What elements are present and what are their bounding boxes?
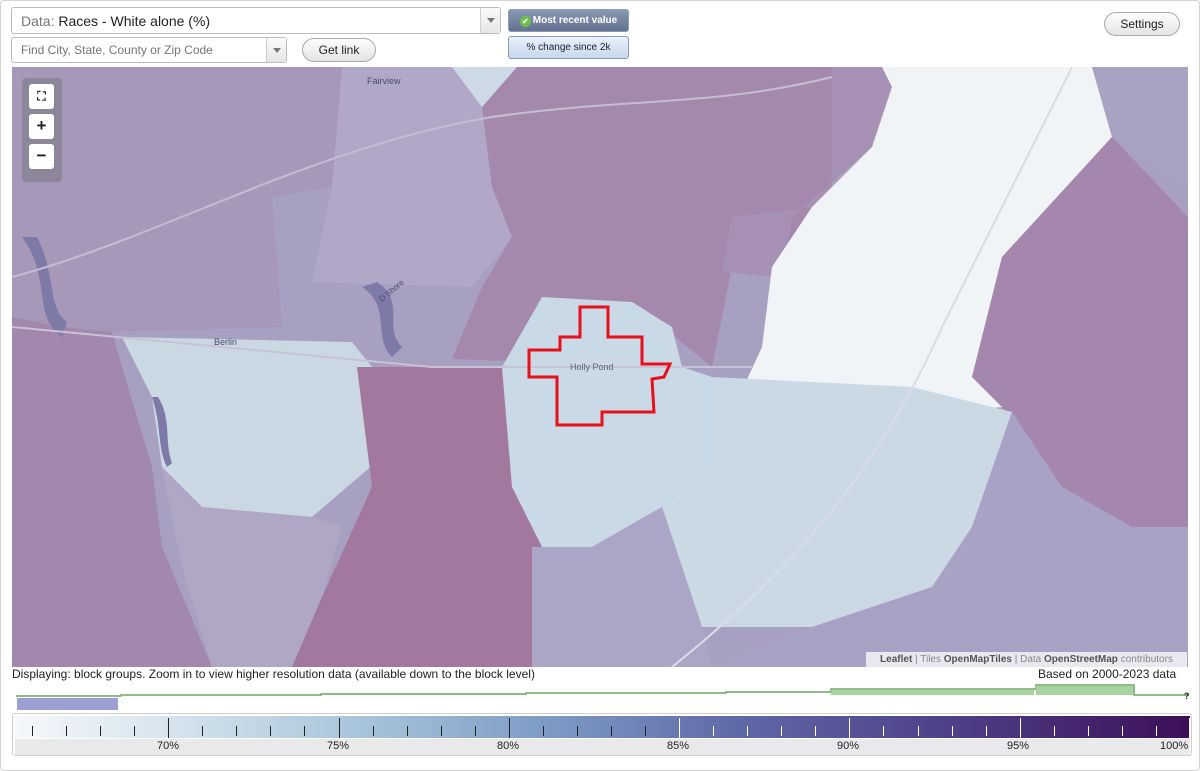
tract [502, 297, 722, 547]
tract [1092, 67, 1188, 187]
legend-major-tick [338, 718, 340, 738]
legend-minor-tick [781, 726, 783, 736]
get-link-button[interactable]: Get link [302, 38, 376, 62]
zoom-in-button[interactable]: + [29, 114, 54, 139]
legend-minor-tick [883, 726, 885, 736]
tract [662, 377, 1012, 627]
legend-major-tick [168, 718, 170, 738]
legend-labels: 70% 75% 80% 85% 90% 95% 100% [15, 739, 1190, 755]
percent-change-toggle[interactable]: % change since 2k [508, 36, 629, 59]
fullscreen-icon[interactable]: ⛶ [29, 84, 54, 109]
holly-pond-boundary [527, 305, 673, 427]
check-icon: ✔ [519, 16, 531, 27]
based-on-text: Based on 2000-2023 data [1038, 667, 1177, 681]
legend-minor-tick [747, 726, 749, 736]
lake [152, 397, 172, 467]
tract [452, 67, 832, 367]
map-attribution: Leaflet | Tiles OpenMapTiles | Data Open… [866, 652, 1187, 667]
legend-minor-tick [1087, 726, 1089, 736]
legend-minor-tick [100, 726, 102, 736]
legend-minor-tick [32, 726, 34, 736]
lake [22, 237, 67, 337]
tract [712, 412, 1188, 667]
legend-gradient [15, 716, 1190, 738]
tract [162, 467, 342, 667]
location-search-input[interactable] [11, 37, 287, 63]
attribution-text: | Tiles [912, 654, 944, 665]
place-label-berlin: Berlin [214, 337, 237, 347]
legend-minor-tick [951, 726, 953, 736]
legend-minor-tick [406, 726, 408, 736]
legend-minor-tick [304, 726, 306, 736]
legend-minor-tick [542, 726, 544, 736]
legend-minor-tick [645, 726, 647, 736]
displaying-text: Displaying: block groups. Zoom in to vie… [12, 667, 535, 681]
distribution-line [16, 684, 1189, 697]
attribution-text: | Data [1011, 654, 1045, 665]
data-select-prefix: Data: [21, 13, 55, 29]
road [12, 326, 752, 368]
legend-minor-tick [917, 726, 919, 736]
most-recent-value-label: Most recent value [532, 15, 618, 26]
legend-minor-tick [134, 726, 136, 736]
legend-label: 70% [157, 740, 180, 752]
road [12, 76, 833, 278]
map-view[interactable]: Fairview Berlin Holly Pond D Shore [12, 67, 1188, 667]
legend-label: 80% [497, 740, 520, 752]
legend-minor-tick [66, 726, 68, 736]
legend-minor-tick [474, 726, 476, 736]
data-select[interactable]: Data: Races - White alone (%) [11, 7, 501, 34]
legend-minor-tick [713, 726, 715, 736]
distribution-bar[interactable]: ? [16, 683, 1191, 711]
tract [122, 337, 382, 517]
tract [12, 67, 342, 332]
openmaptiles-link[interactable]: OpenMapTiles [943, 654, 1012, 665]
leaflet-link[interactable]: Leaflet [880, 654, 913, 665]
road [671, 67, 1073, 667]
legend-major-tick [849, 718, 851, 738]
legend-minor-tick [440, 726, 442, 736]
place-label-fairview: Fairview [367, 76, 401, 86]
tract [292, 367, 542, 667]
chevron-down-icon[interactable] [480, 8, 500, 33]
legend-minor-tick [1053, 726, 1055, 736]
legend-minor-tick [1121, 726, 1123, 736]
legend-minor-tick [236, 726, 238, 736]
settings-button[interactable]: Settings [1104, 12, 1180, 36]
legend-minor-tick [611, 726, 612, 736]
tract [12, 317, 212, 667]
lake [362, 282, 402, 357]
legend-label: 100% [1160, 740, 1189, 752]
legend-minor-tick [372, 726, 374, 736]
legend-minor-tick [985, 726, 987, 736]
legend-minor-tick [270, 726, 272, 736]
legend-major-tick [679, 718, 681, 738]
data-select-value: Races - White alone (%) [58, 13, 211, 29]
most-recent-value-toggle[interactable]: ✔ Most recent value [508, 9, 629, 32]
map-canvas: Fairview Berlin Holly Pond D Shore [12, 67, 1188, 667]
tract [532, 507, 712, 667]
legend-minor-tick [1155, 726, 1157, 736]
place-label-holly-pond: Holly Pond [570, 362, 614, 372]
openstreetmap-link[interactable]: OpenStreetMap [1044, 654, 1118, 665]
tract [732, 67, 1112, 417]
legend-label: 90% [837, 740, 860, 752]
zoom-out-button[interactable]: − [29, 144, 54, 169]
legend-major-tick [1189, 718, 1190, 738]
chevron-down-icon[interactable] [266, 38, 286, 62]
legend-minor-tick [815, 726, 817, 736]
legend-label: 95% [1007, 740, 1030, 752]
legend-minor-tick [202, 726, 204, 736]
legend-label: 85% [667, 740, 690, 752]
unknown-marker: ? [1184, 691, 1190, 701]
attribution-text: contributors [1117, 654, 1173, 665]
legend-minor-tick [576, 726, 578, 736]
legend-label: 75% [327, 740, 350, 752]
legend-major-tick [1019, 718, 1021, 738]
legend-major-tick [508, 718, 510, 738]
tract [972, 137, 1188, 527]
tract [722, 67, 892, 277]
